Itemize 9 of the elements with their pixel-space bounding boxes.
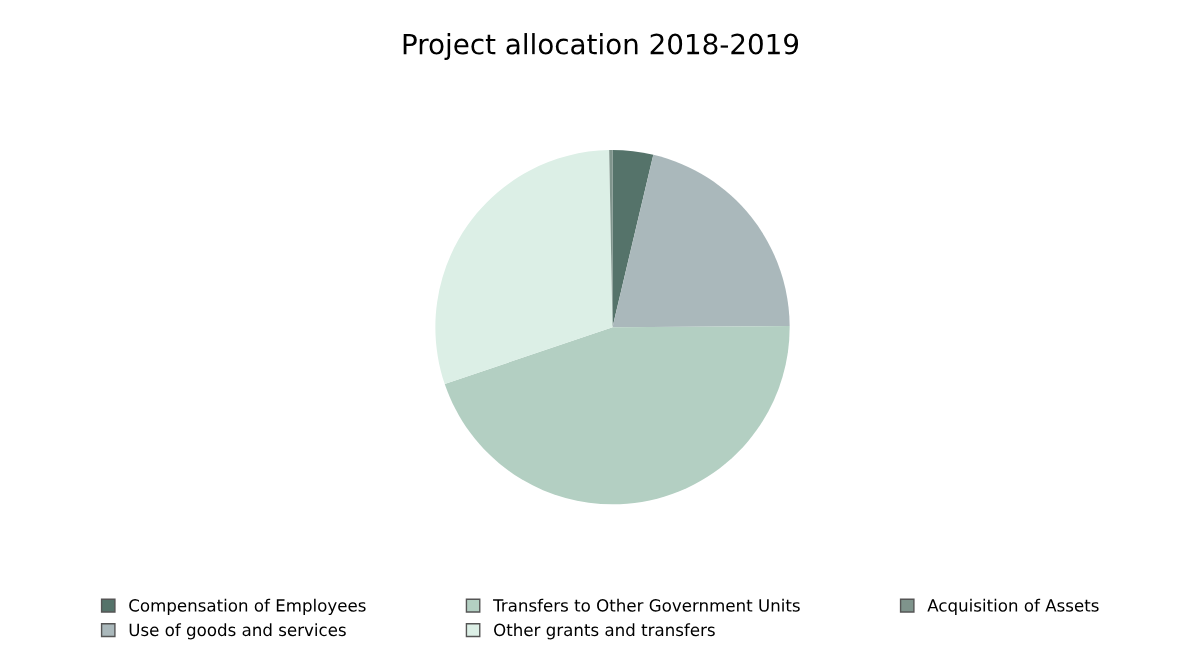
pie-slice xyxy=(444,326,790,505)
legend-label: Use of goods and services xyxy=(129,623,346,640)
legend-label: Compensation of Employees xyxy=(129,598,366,615)
legend-label: Acquisition of Assets xyxy=(927,598,1099,615)
pie-slice xyxy=(612,154,790,328)
chart-title: Project allocation 2018-2019 xyxy=(403,33,799,60)
legend-label: Other grants and transfers xyxy=(494,623,715,640)
pie-slice xyxy=(435,150,613,385)
legend-label: Transfers to Other Government Units xyxy=(493,598,800,612)
